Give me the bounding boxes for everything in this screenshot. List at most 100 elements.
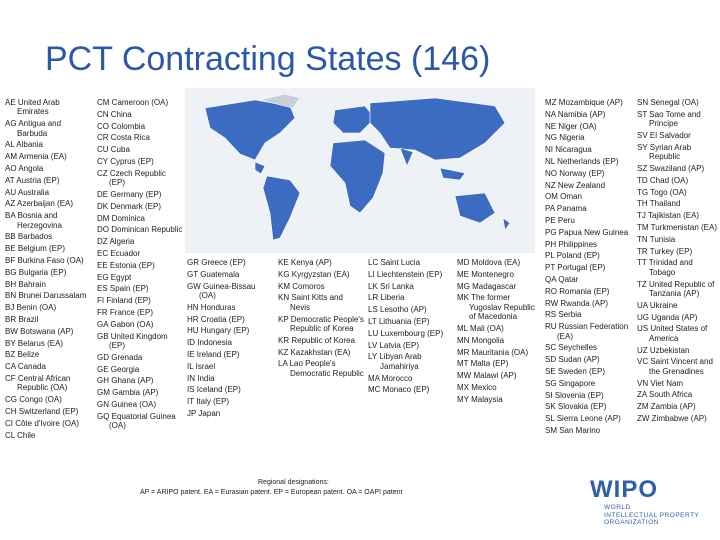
country-entry: CA Canada xyxy=(5,362,46,372)
country-entry: IT Italy (EP) xyxy=(187,397,230,407)
country-entry: PA Panama xyxy=(545,204,587,214)
country-entry: FI Finland (EP) xyxy=(97,296,151,306)
logo-line: ORGANIZATION xyxy=(604,519,659,526)
country-entry: SZ Swaziland (AP) xyxy=(637,164,705,173)
country-entry: AE United Arab Emirates xyxy=(5,98,60,117)
country-column: KE Kenya (AP) KG Kyrgyzstan (EA) KM Comoro… xyxy=(278,258,364,381)
country-entry: GM Gambia (AP) xyxy=(97,388,159,398)
country-entry: BR Brazil xyxy=(5,314,39,324)
country-entry: TD Chad (OA) xyxy=(637,175,689,185)
new-zealand xyxy=(502,217,511,231)
country-entry: MA Morocco xyxy=(368,373,413,383)
country-entry: KP Democratic People's Republic of Korea xyxy=(278,314,364,333)
country-entry: LI Liechtenstein (EP) xyxy=(368,269,443,279)
country-entry: MR Mauritania (OA) xyxy=(457,347,529,357)
country-entry: CL Chile xyxy=(5,430,36,440)
country-entry: MD Moldova (EA) xyxy=(457,258,521,267)
country-entry: ZW Zimbabwe (AP) xyxy=(637,413,707,423)
note-heading: Regional designations: xyxy=(258,479,329,486)
country-column: CM Cameroon (OA) CN China CO Colombia CR Co… xyxy=(97,98,183,433)
country-entry: SM San Marino xyxy=(545,425,601,435)
country-entry: SG Singapore xyxy=(545,378,596,388)
australia xyxy=(454,192,496,224)
country-entry: GN Guinea (OA) xyxy=(97,399,157,409)
country-entry: IE Ireland (EP) xyxy=(187,349,240,359)
world-map xyxy=(185,88,535,253)
country-entry: BZ Belize xyxy=(5,350,40,360)
country-entry: HR Croatia (EP) xyxy=(187,314,245,324)
country-entry: CO Colombia xyxy=(97,121,146,131)
country-entry: BF Burkina Faso (OA) xyxy=(5,255,84,265)
country-entry: SI Slovenia (EP) xyxy=(545,390,604,400)
country-entry: GE Georgia xyxy=(97,364,140,374)
country-entry: ME Montenegro xyxy=(457,269,514,279)
country-entry: PL Poland (EP) xyxy=(545,251,600,261)
country-entry: TR Turkey (EP) xyxy=(637,246,693,256)
country-entry: RO Romania (EP) xyxy=(545,286,610,296)
country-entry: LY Libyan Arab Jamahiriya xyxy=(368,352,422,371)
note-text: AP = ARIPO patent. EA = Eurasian patent.… xyxy=(140,489,403,496)
country-entry: NO Norway (EP) xyxy=(545,168,605,178)
country-entry: NG Nigeria xyxy=(545,133,585,143)
country-entry: MN Mongolia xyxy=(457,335,505,345)
country-entry: RS Serbia xyxy=(545,310,582,320)
country-entry: LV Latvia (EP) xyxy=(368,340,419,350)
africa xyxy=(329,139,386,214)
country-entry: LK Sri Lanka xyxy=(368,281,414,291)
country-entry: LU Luxembourg (EP) xyxy=(368,328,444,338)
country-entry: EE Estonia (EP) xyxy=(97,260,155,270)
india xyxy=(399,147,414,167)
slide-title: PCT Contracting States (146) xyxy=(45,40,491,78)
country-entry: MC Monaco (EP) xyxy=(368,385,430,395)
country-entry: GR Greece (EP) xyxy=(187,258,246,267)
greenland xyxy=(259,93,301,109)
country-entry: SN Senegal (OA) xyxy=(637,98,699,107)
country-entry: BN Brunei Darussalam xyxy=(5,291,87,301)
country-entry: MW Malawi (AP) xyxy=(457,371,517,381)
country-entry: QA Qatar xyxy=(545,274,579,284)
country-entry: SL Sierra Leone (AP) xyxy=(545,414,621,424)
country-entry: GT Guatemala xyxy=(187,269,240,279)
country-entry: CM Cameroon (OA) xyxy=(97,98,169,107)
country-entry: VC Saint Vincent and the Grenadines xyxy=(637,357,713,376)
country-entry: NA Namibia (AP) xyxy=(545,109,606,119)
country-entry: AO Angola xyxy=(5,164,44,173)
country-entry: MY Malaysia xyxy=(457,394,503,404)
country-entry: NZ New Zealand xyxy=(545,180,606,190)
country-entry: TM Turkmenistan (EA) xyxy=(637,222,718,232)
country-entry: HN Honduras xyxy=(187,302,236,312)
country-entry: PG Papua New Guinea xyxy=(545,227,629,237)
country-entry: SD Sudan (AP) xyxy=(545,355,600,365)
country-entry: KM Comoros xyxy=(278,281,325,291)
europe xyxy=(332,105,376,134)
country-entry: ST Sao Tome and Principe xyxy=(637,109,701,129)
country-entry: DM Dominica xyxy=(97,213,146,223)
country-entry: UA Ukraine xyxy=(637,300,678,310)
country-entry: GD Grenada xyxy=(97,352,143,362)
country-entry: TG Togo (OA) xyxy=(637,187,687,197)
country-column: LC Saint Lucia LI Liechtenstein (EP) LK Sr… xyxy=(368,258,454,397)
country-entry: UG Uganda (AP) xyxy=(637,312,698,322)
indonesia xyxy=(439,167,466,181)
country-entry: AU Australia xyxy=(5,187,50,197)
country-entry: CZ Czech Republic (EP) xyxy=(97,168,166,188)
country-entry: ML Mali (OA) xyxy=(457,324,504,333)
country-entry: ZM Zambia (AP) xyxy=(637,402,696,412)
country-entry: LA Lao People's Democratic Republic xyxy=(278,359,364,378)
country-entry: BJ Benin (OA) xyxy=(5,303,57,313)
country-entry: SK Slovakia (EP) xyxy=(545,402,607,412)
country-entry: PH Philippines xyxy=(545,239,598,249)
country-entry: CR Costa Rica xyxy=(97,133,150,143)
country-entry: NE Niger (OA) xyxy=(545,121,597,131)
country-entry: ES Spain (EP) xyxy=(97,284,149,294)
country-entry: SV El Salvador xyxy=(637,131,691,140)
country-column: SN Senegal (OA) ST Sao Tome and Principe S… xyxy=(637,98,719,426)
country-entry: BH Bahrain xyxy=(5,279,46,289)
country-entry: AT Austria (EP) xyxy=(5,175,60,185)
country-entry: MT Malta (EP) xyxy=(457,359,509,369)
country-entry: AM Armenia (EA) xyxy=(5,152,67,162)
country-entry: TH Thailand xyxy=(637,199,681,209)
country-column: MZ Mozambique (AP) NA Namibia (AP) NE Nige… xyxy=(545,98,633,438)
country-entry: CG Congo (OA) xyxy=(5,395,62,405)
